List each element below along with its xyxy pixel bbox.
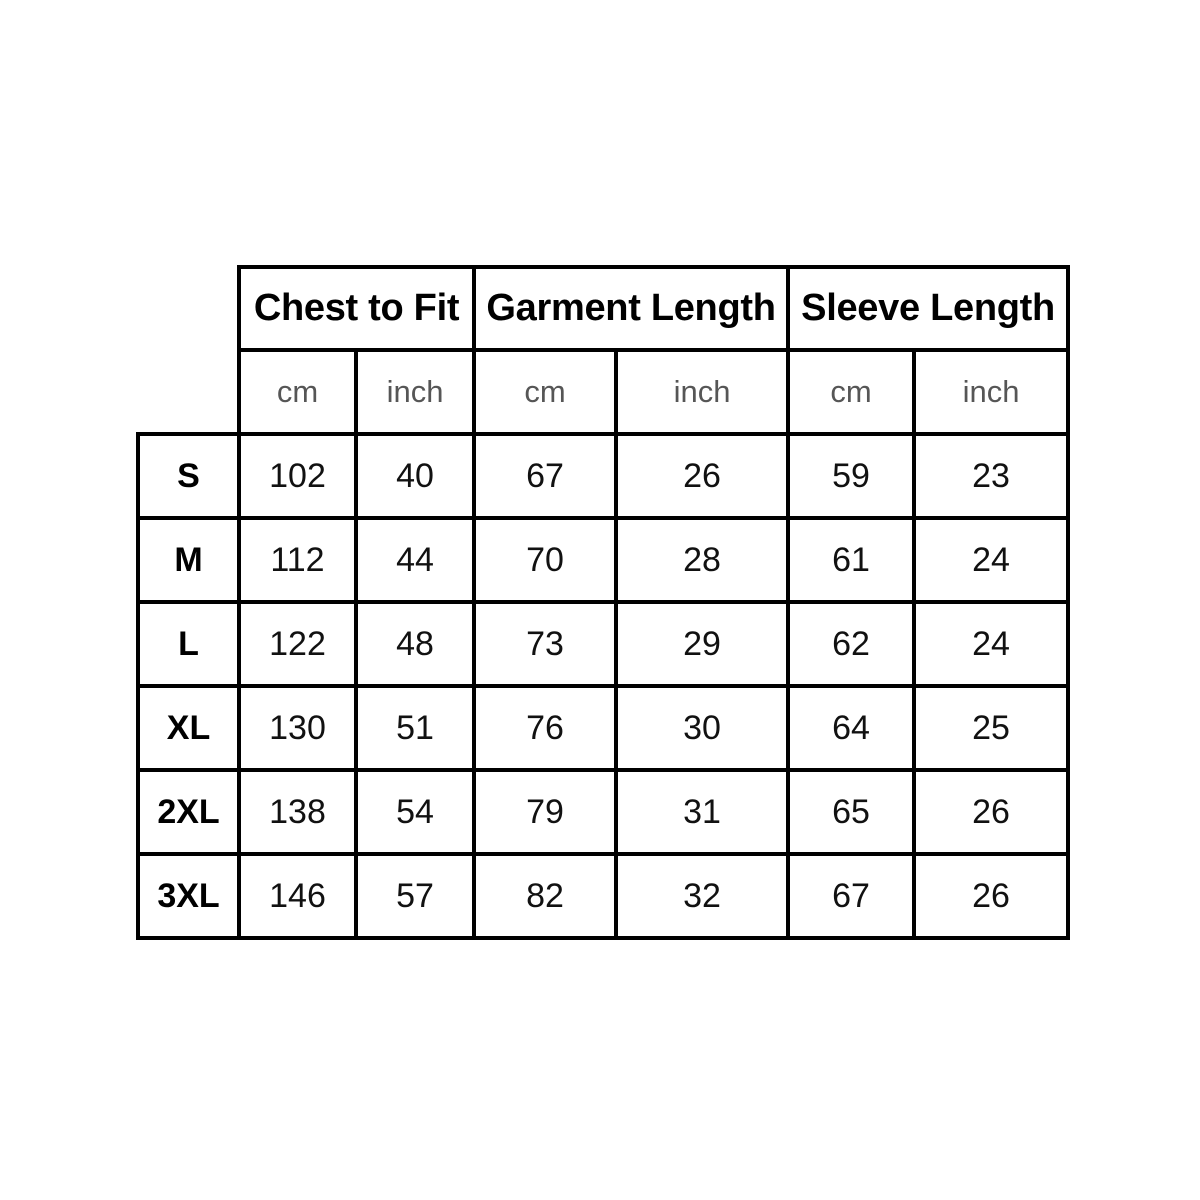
cell-garment-cm: 67 — [472, 432, 619, 520]
column-group-sleeve-length: Sleeve Length — [786, 265, 1071, 352]
table-row: 2XL 138 54 79 31 65 26 — [136, 768, 1071, 856]
row-size-label: S — [136, 432, 241, 520]
cell-chest-cm: 130 — [237, 684, 358, 772]
table-row: 3XL 146 57 82 32 67 26 — [136, 852, 1071, 940]
cell-sleeve-cm: 65 — [786, 768, 917, 856]
row-size-label: 3XL — [136, 852, 241, 940]
cell-garment-inch: 31 — [614, 768, 791, 856]
cell-garment-cm: 73 — [472, 600, 619, 688]
unit-header-garment-cm: cm — [472, 348, 619, 436]
cell-garment-cm: 79 — [472, 768, 619, 856]
size-chart-table: Chest to Fit Garment Length Sleeve Lengt… — [136, 265, 1071, 940]
cell-garment-inch: 26 — [614, 432, 791, 520]
cell-garment-inch: 29 — [614, 600, 791, 688]
cell-sleeve-inch: 24 — [912, 600, 1071, 688]
row-size-label: 2XL — [136, 768, 241, 856]
cell-chest-cm: 122 — [237, 600, 358, 688]
table-row: M 112 44 70 28 61 24 — [136, 516, 1071, 604]
cell-chest-inch: 48 — [353, 600, 477, 688]
cell-sleeve-inch: 23 — [912, 432, 1071, 520]
cell-chest-cm: 146 — [237, 852, 358, 940]
table-group-header-row: Chest to Fit Garment Length Sleeve Lengt… — [138, 265, 1071, 352]
table-unit-header-row: cm inch cm inch cm inch — [138, 348, 1071, 436]
cell-chest-inch: 40 — [353, 432, 477, 520]
cell-chest-inch: 57 — [353, 852, 477, 940]
row-size-label: M — [136, 516, 241, 604]
cell-chest-cm: 112 — [237, 516, 358, 604]
cell-sleeve-inch: 26 — [912, 852, 1071, 940]
cell-garment-cm: 76 — [472, 684, 619, 772]
column-group-garment-length: Garment Length — [472, 265, 791, 352]
cell-chest-inch: 54 — [353, 768, 477, 856]
cell-sleeve-cm: 62 — [786, 600, 917, 688]
cell-sleeve-cm: 64 — [786, 684, 917, 772]
cell-garment-cm: 82 — [472, 852, 619, 940]
table-corner-blank-units — [138, 350, 239, 434]
column-group-chest-to-fit: Chest to Fit — [236, 265, 477, 352]
cell-chest-inch: 51 — [353, 684, 477, 772]
cell-sleeve-inch: 26 — [912, 768, 1071, 856]
cell-chest-inch: 44 — [353, 516, 477, 604]
cell-sleeve-inch: 25 — [912, 684, 1071, 772]
cell-garment-cm: 70 — [472, 516, 619, 604]
table-row: S 102 40 67 26 59 23 — [136, 432, 1071, 520]
cell-garment-inch: 32 — [614, 852, 791, 940]
cell-chest-cm: 102 — [237, 432, 358, 520]
cell-garment-inch: 28 — [614, 516, 791, 604]
cell-sleeve-cm: 59 — [786, 432, 917, 520]
cell-sleeve-inch: 24 — [912, 516, 1071, 604]
table-row: L 122 48 73 29 62 24 — [136, 600, 1071, 688]
row-size-label: L — [136, 600, 241, 688]
unit-header-sleeve-cm: cm — [786, 348, 917, 436]
unit-header-garment-inch: inch — [614, 348, 791, 436]
cell-sleeve-cm: 61 — [786, 516, 917, 604]
table-row: XL 130 51 76 30 64 25 — [136, 684, 1071, 772]
cell-chest-cm: 138 — [237, 768, 358, 856]
row-size-label: XL — [136, 684, 241, 772]
table-corner-blank-top — [138, 267, 239, 350]
cell-sleeve-cm: 67 — [786, 852, 917, 940]
unit-header-chest-inch: inch — [353, 348, 477, 436]
unit-header-chest-cm: cm — [237, 348, 358, 436]
unit-header-sleeve-inch: inch — [912, 348, 1071, 436]
cell-garment-inch: 30 — [614, 684, 791, 772]
